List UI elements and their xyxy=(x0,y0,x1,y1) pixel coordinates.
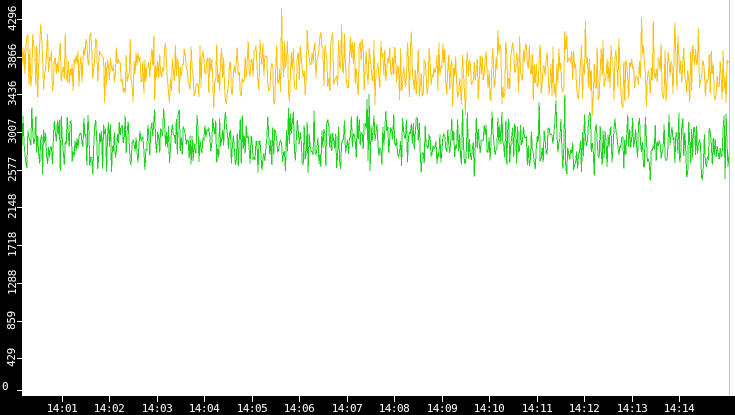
y-axis-tick-label: 3866 xyxy=(5,44,19,69)
axis-corner xyxy=(0,396,22,415)
x-axis-tick-label: 14:09 xyxy=(426,402,458,415)
y-axis-tick xyxy=(17,321,22,322)
x-axis-tick xyxy=(204,396,205,402)
y-axis-origin-label: 0 xyxy=(2,380,9,393)
y-axis-tick xyxy=(17,19,22,20)
y-axis-tick-label: 4296 xyxy=(5,6,19,31)
y-axis-tick-label: 859 xyxy=(4,311,18,330)
y-axis-tick-label: 2577 xyxy=(5,157,19,182)
plot-area xyxy=(22,0,735,396)
x-axis-tick-label: 14:05 xyxy=(236,402,268,415)
y-axis-tick xyxy=(17,57,22,58)
x-axis-tick xyxy=(299,396,300,402)
x-axis-tick-label: 14:13 xyxy=(616,402,648,415)
y-axis-tick xyxy=(17,207,22,208)
y-axis-origin-tick xyxy=(17,390,22,391)
y-axis-tick xyxy=(17,245,22,246)
x-axis-tick-label: 14:03 xyxy=(141,402,173,415)
x-axis-tick-label: 14:07 xyxy=(331,402,363,415)
x-axis-tick xyxy=(632,396,633,402)
y-axis-tick-label: 2148 xyxy=(5,194,19,219)
y-axis-tick-label: 3436 xyxy=(5,81,19,106)
y-axis-tick xyxy=(17,283,22,284)
x-axis-tick xyxy=(584,396,585,402)
x-axis-tick-label: 14:10 xyxy=(473,402,505,415)
x-axis-tick xyxy=(252,396,253,402)
series-upper-path xyxy=(22,9,729,116)
x-axis: 14:01 14:02 14:03 14:04 14:05 14:06 14:07 14:08… xyxy=(0,396,735,415)
y-axis-tick xyxy=(17,132,22,133)
y-axis-tick-label: 3007 xyxy=(5,119,19,144)
x-axis-tick-label: 14:01 xyxy=(46,402,78,415)
x-axis-tick-label: 14:02 xyxy=(93,402,125,415)
x-axis-tick xyxy=(679,396,680,402)
x-axis-tick-label: 14:06 xyxy=(283,402,315,415)
x-axis-tick xyxy=(489,396,490,402)
x-axis-tick xyxy=(109,396,110,402)
y-axis-tick xyxy=(17,170,22,171)
x-axis-tick xyxy=(442,396,443,402)
series-lower-path xyxy=(22,94,729,180)
x-axis-tick xyxy=(157,396,158,402)
x-axis-tick xyxy=(537,396,538,402)
x-axis-tick-label: 14:12 xyxy=(568,402,600,415)
x-axis-tick-label: 14:04 xyxy=(188,402,220,415)
series-svg xyxy=(22,0,730,396)
x-axis-tick xyxy=(62,396,63,402)
y-axis-tick xyxy=(17,94,22,95)
x-axis-tick xyxy=(347,396,348,402)
x-axis-tick-label: 14:14 xyxy=(663,402,695,415)
y-axis: 429 859 1288 1718 2148 2577 3007 3436 3866 4296 xyxy=(0,0,22,396)
y-axis-tick-label: 429 xyxy=(4,348,18,367)
y-axis-tick-label: 1718 xyxy=(5,232,19,257)
y-axis-tick-label: 1288 xyxy=(5,270,19,295)
x-axis-tick xyxy=(394,396,395,402)
y-axis-tick xyxy=(17,358,22,359)
x-axis-tick-label: 14:08 xyxy=(378,402,410,415)
x-axis-tick-label: 14:11 xyxy=(521,402,553,415)
